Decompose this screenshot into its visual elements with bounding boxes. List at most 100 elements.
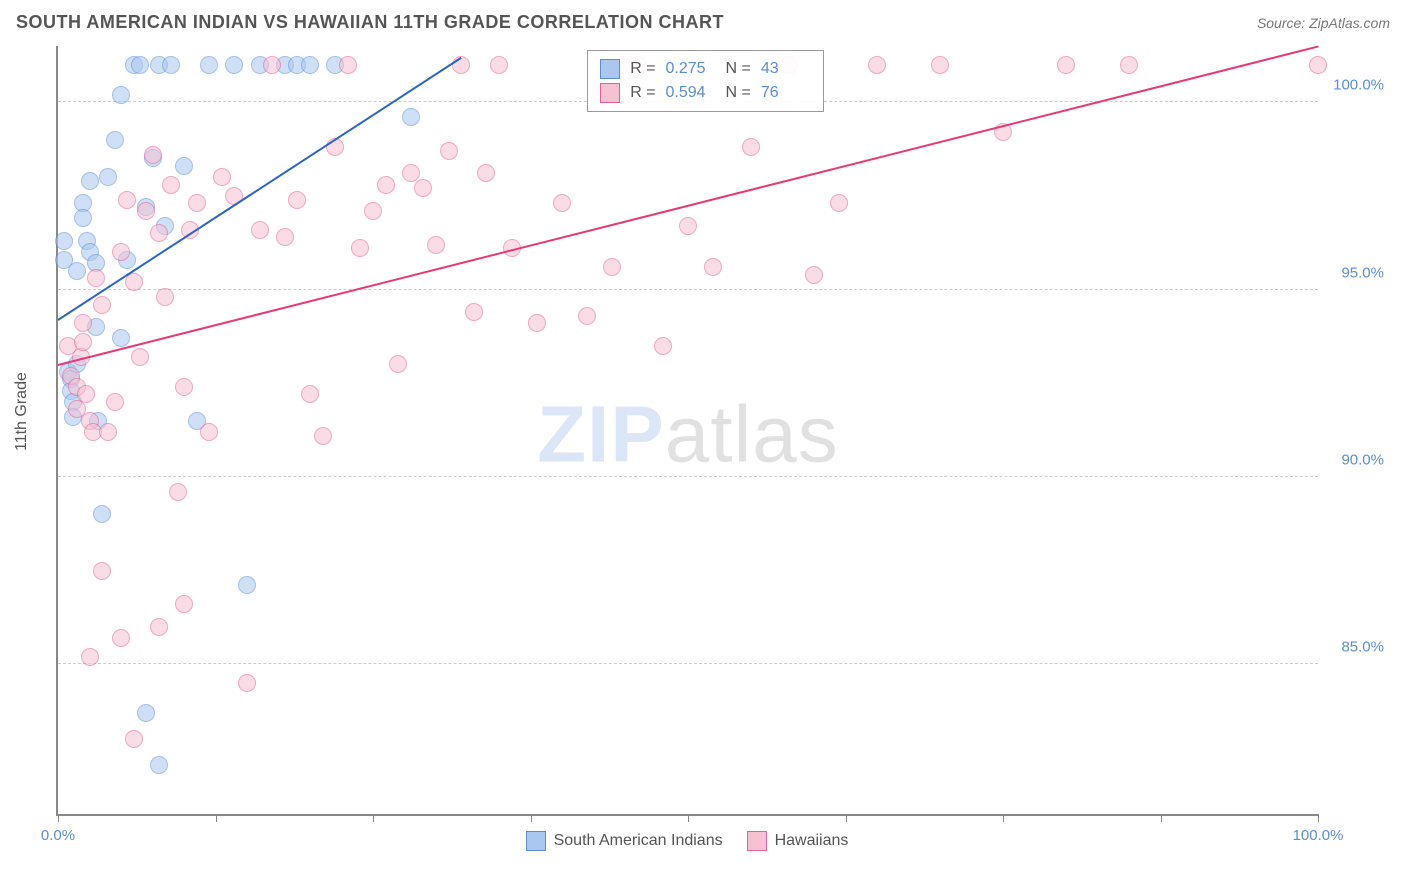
- plot-area: ZIPatlas 85.0%90.0%95.0%100.0%0.0%100.0%…: [56, 46, 1318, 816]
- data-point: [288, 191, 306, 209]
- data-point: [81, 172, 99, 190]
- stat-label-r: R =: [630, 60, 655, 78]
- data-point: [238, 674, 256, 692]
- data-point: [578, 307, 596, 325]
- grid-line: [58, 663, 1318, 664]
- data-point: [150, 618, 168, 636]
- data-point: [99, 423, 117, 441]
- legend-label: Hawaiians: [775, 832, 849, 850]
- data-point: [74, 314, 92, 332]
- data-point: [55, 232, 73, 250]
- stats-row: R = 0.275 N = 43: [600, 57, 811, 81]
- data-point: [112, 86, 130, 104]
- x-tick: [1161, 814, 1162, 822]
- data-point: [175, 378, 193, 396]
- source-label: Source: ZipAtlas.com: [1257, 15, 1390, 31]
- data-point: [74, 333, 92, 351]
- y-tick-label: 85.0%: [1324, 639, 1384, 656]
- data-point: [112, 629, 130, 647]
- stat-value-n: 43: [761, 60, 811, 78]
- data-point: [131, 348, 149, 366]
- legend-label: South American Indians: [554, 832, 723, 850]
- x-tick: [1318, 814, 1319, 822]
- data-point: [99, 168, 117, 186]
- grid-line: [58, 476, 1318, 477]
- data-point: [402, 164, 420, 182]
- data-point: [301, 56, 319, 74]
- data-point: [87, 269, 105, 287]
- data-point: [156, 288, 174, 306]
- data-point: [263, 56, 281, 74]
- data-point: [175, 157, 193, 175]
- data-point: [465, 303, 483, 321]
- data-point: [225, 56, 243, 74]
- data-point: [490, 56, 508, 74]
- legend-item: South American Indians: [526, 831, 723, 851]
- data-point: [603, 258, 621, 276]
- data-point: [93, 296, 111, 314]
- x-tick: [58, 814, 59, 822]
- data-point: [364, 202, 382, 220]
- data-point: [200, 56, 218, 74]
- x-tick: [1003, 814, 1004, 822]
- stat-value-r: 0.594: [666, 84, 716, 102]
- data-point: [169, 483, 187, 501]
- data-point: [377, 176, 395, 194]
- stats-box: R = 0.275 N = 43 R = 0.594 N = 76: [587, 50, 824, 112]
- data-point: [553, 194, 571, 212]
- data-point: [931, 56, 949, 74]
- data-point: [389, 355, 407, 373]
- data-point: [137, 202, 155, 220]
- data-point: [351, 239, 369, 257]
- stat-value-r: 0.275: [666, 60, 716, 78]
- stat-label-n: N =: [726, 84, 751, 102]
- data-point: [162, 176, 180, 194]
- data-point: [477, 164, 495, 182]
- legend-swatch: [600, 59, 620, 79]
- data-point: [106, 131, 124, 149]
- stat-label-r: R =: [630, 84, 655, 102]
- data-point: [131, 56, 149, 74]
- watermark: ZIPatlas: [537, 389, 838, 481]
- data-point: [175, 595, 193, 613]
- data-point: [1057, 56, 1075, 74]
- data-point: [93, 505, 111, 523]
- data-point: [742, 138, 760, 156]
- y-tick-label: 100.0%: [1324, 77, 1384, 94]
- stat-value-n: 76: [761, 84, 811, 102]
- data-point: [679, 217, 697, 235]
- chart-title: SOUTH AMERICAN INDIAN VS HAWAIIAN 11TH G…: [16, 12, 724, 33]
- x-tick: [531, 814, 532, 822]
- data-point: [74, 209, 92, 227]
- x-tick: [688, 814, 689, 822]
- data-point: [112, 329, 130, 347]
- data-point: [868, 56, 886, 74]
- data-point: [112, 243, 130, 261]
- data-point: [1309, 56, 1327, 74]
- bottom-legend: South American Indians Hawaiians: [56, 826, 1318, 856]
- legend-item: Hawaiians: [747, 831, 849, 851]
- data-point: [137, 704, 155, 722]
- data-point: [830, 194, 848, 212]
- data-point: [440, 142, 458, 160]
- data-point: [162, 56, 180, 74]
- x-tick: [216, 814, 217, 822]
- data-point: [402, 108, 420, 126]
- data-point: [150, 756, 168, 774]
- watermark-light: atlas: [665, 390, 839, 479]
- data-point: [704, 258, 722, 276]
- x-tick: [373, 814, 374, 822]
- data-point: [238, 576, 256, 594]
- data-point: [144, 146, 162, 164]
- data-point: [339, 56, 357, 74]
- legend-swatch: [600, 83, 620, 103]
- legend-swatch: [526, 831, 546, 851]
- stats-row: R = 0.594 N = 76: [600, 81, 811, 105]
- data-point: [528, 314, 546, 332]
- stat-label-n: N =: [726, 60, 751, 78]
- y-axis-label: 11th Grade: [13, 372, 31, 451]
- data-point: [68, 400, 86, 418]
- data-point: [301, 385, 319, 403]
- x-tick: [846, 814, 847, 822]
- watermark-bold: ZIP: [537, 390, 664, 479]
